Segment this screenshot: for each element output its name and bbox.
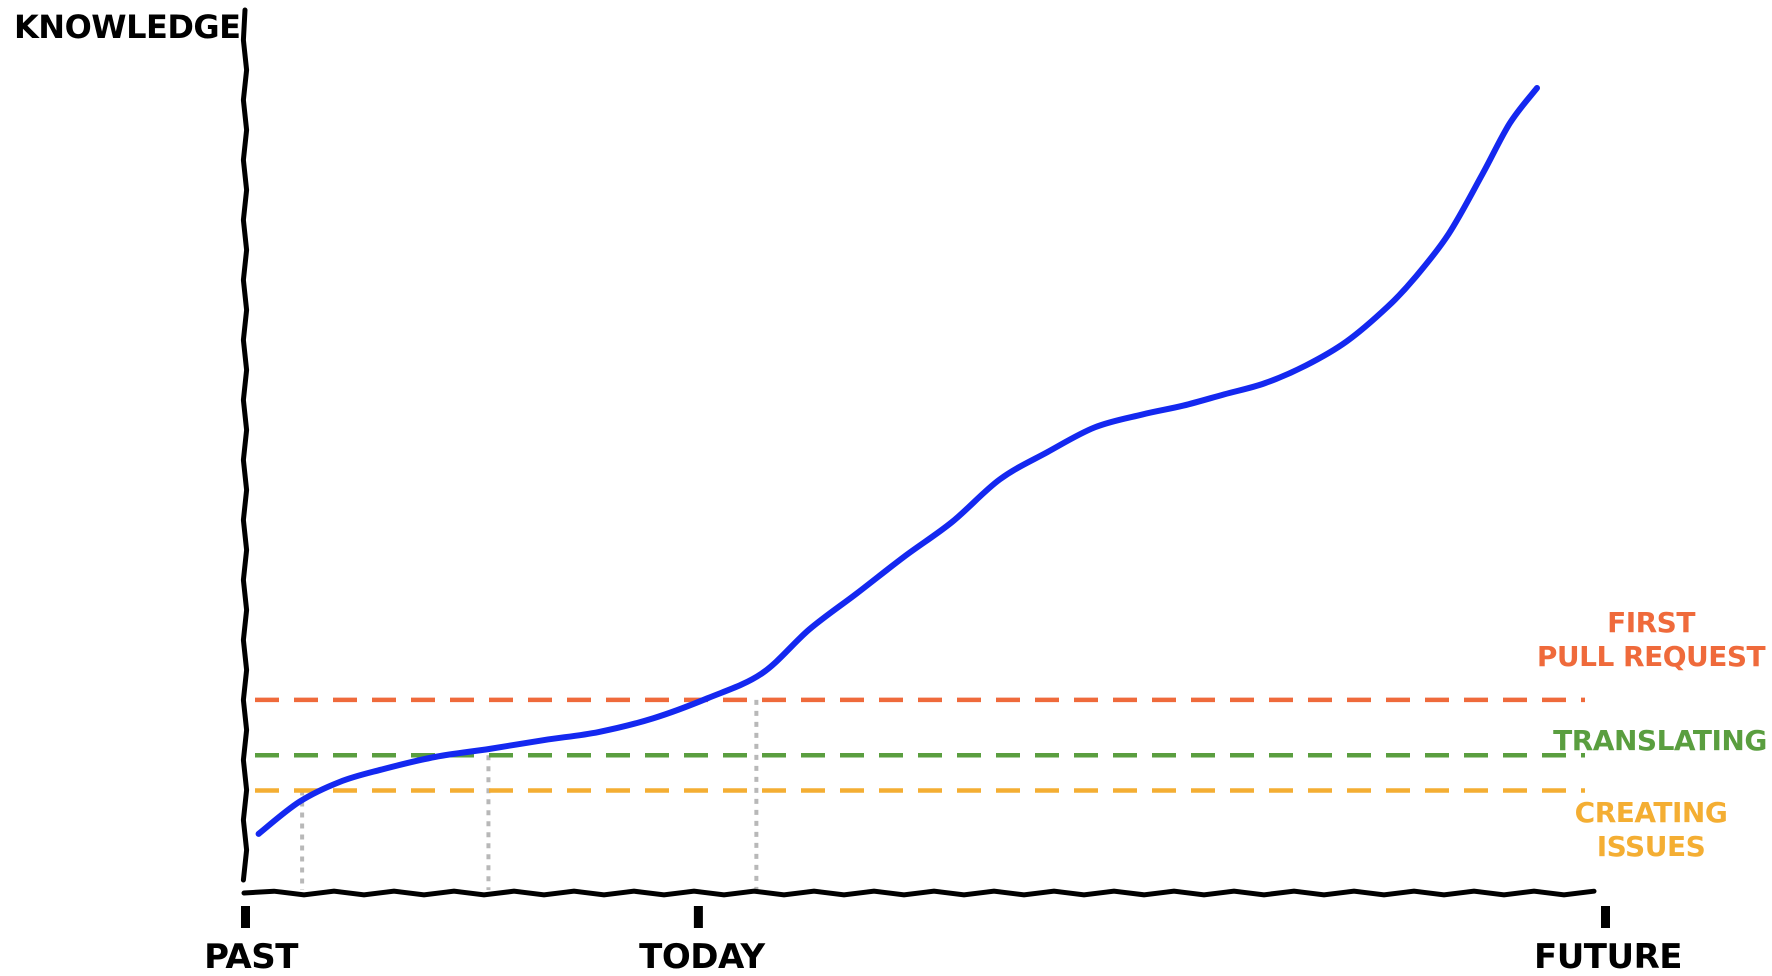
threshold-label-0-1: PULL REQUEST <box>1537 640 1766 673</box>
y-axis-line <box>240 7 250 883</box>
x-tick-0 <box>241 906 250 928</box>
x-tick-label-0: PAST <box>204 937 299 976</box>
x-ticks: PAST TODAY FUTURE <box>204 906 1683 976</box>
x-axis-line <box>241 888 1597 898</box>
axes <box>240 7 1597 898</box>
x-tick-label-2: FUTURE <box>1534 937 1682 976</box>
curve-layer <box>255 85 1540 837</box>
knowledge-curve <box>255 85 1540 837</box>
y-axis-label: KNOWLEDGE <box>14 8 241 46</box>
x-tick-1 <box>693 906 703 928</box>
crossing-guides <box>300 699 759 890</box>
threshold-label-2-1: ISSUES <box>1597 830 1706 863</box>
x-tick-2 <box>1601 906 1610 928</box>
threshold-label-2-0: CREATING <box>1575 796 1728 829</box>
threshold-label-1-0: TRANSLATING <box>1553 724 1767 757</box>
threshold-label-0-0: FIRST <box>1607 606 1695 639</box>
threshold-lines <box>255 697 1585 793</box>
x-tick-label-1: TODAY <box>639 937 765 976</box>
